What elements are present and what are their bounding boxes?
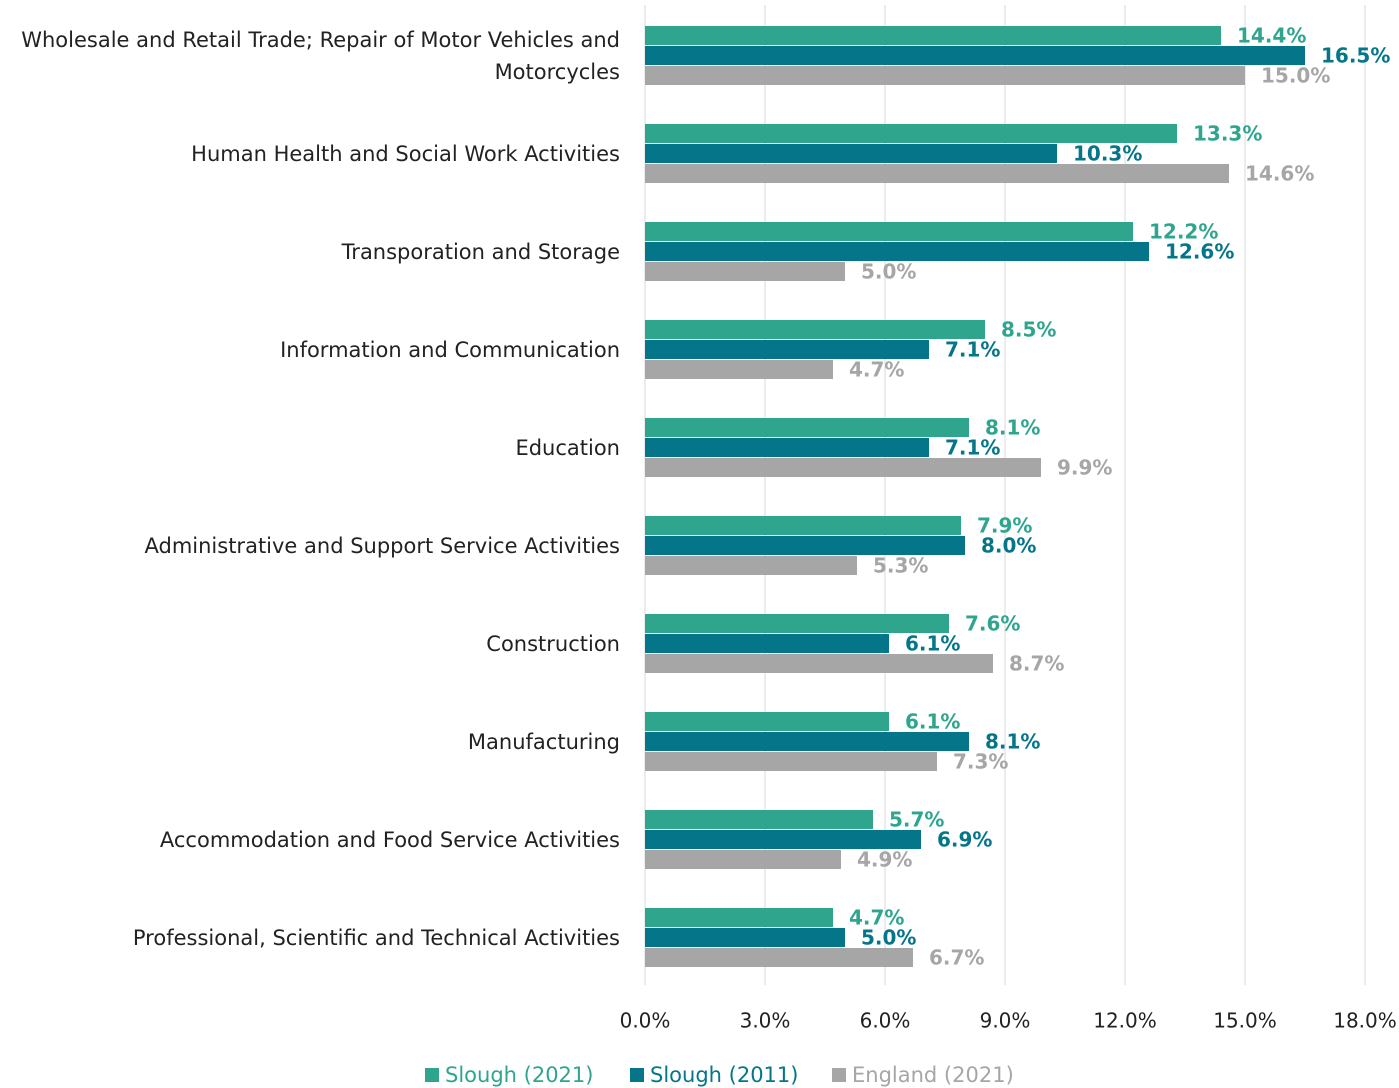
x-tick-label: 15.0% bbox=[1213, 1009, 1277, 1033]
x-tick-label: 3.0% bbox=[740, 1009, 791, 1033]
legend-swatch bbox=[832, 1068, 846, 1082]
bar bbox=[645, 438, 929, 457]
bar bbox=[645, 144, 1057, 163]
x-tick-label: 18.0% bbox=[1333, 1009, 1397, 1033]
value-label: 14.4% bbox=[1237, 24, 1306, 48]
bar bbox=[645, 46, 1305, 65]
bar bbox=[645, 164, 1229, 183]
bar bbox=[645, 124, 1177, 143]
value-label: 7.1% bbox=[945, 338, 1000, 362]
value-label: 5.7% bbox=[889, 808, 944, 832]
category-label: Education bbox=[515, 436, 620, 460]
category-label: Manufacturing bbox=[467, 730, 620, 754]
value-label: 12.6% bbox=[1165, 240, 1234, 264]
bar bbox=[645, 516, 961, 535]
value-label: 6.9% bbox=[937, 828, 992, 852]
legend-label: Slough (2011) bbox=[650, 1063, 798, 1087]
category-label: Professional, Scientific and Technical A… bbox=[132, 926, 620, 950]
legend-label: England (2021) bbox=[852, 1063, 1014, 1087]
x-tick-label: 0.0% bbox=[620, 1009, 671, 1033]
bar bbox=[645, 340, 929, 359]
value-label: 4.7% bbox=[849, 906, 904, 930]
value-label: 9.9% bbox=[1057, 456, 1112, 480]
bar bbox=[645, 458, 1041, 477]
bar bbox=[645, 752, 937, 771]
bar bbox=[645, 222, 1133, 241]
bar bbox=[645, 242, 1149, 261]
bar bbox=[645, 66, 1245, 85]
value-label: 4.7% bbox=[849, 358, 904, 382]
value-label: 16.5% bbox=[1321, 44, 1390, 68]
value-label: 5.3% bbox=[873, 554, 928, 578]
value-label: 8.7% bbox=[1009, 652, 1064, 676]
value-label: 8.1% bbox=[985, 730, 1040, 754]
value-label: 14.6% bbox=[1245, 162, 1314, 186]
value-label: 5.0% bbox=[861, 926, 916, 950]
legend-swatch bbox=[425, 1068, 439, 1082]
value-label: 7.3% bbox=[953, 750, 1008, 774]
value-label: 4.9% bbox=[857, 848, 912, 872]
value-label: 8.0% bbox=[981, 534, 1036, 558]
bar bbox=[645, 908, 833, 927]
x-tick-label: 12.0% bbox=[1093, 1009, 1157, 1033]
value-label: 13.3% bbox=[1193, 122, 1262, 146]
value-label: 5.0% bbox=[861, 260, 916, 284]
category-label: Information and Communication bbox=[280, 338, 620, 362]
value-label: 6.1% bbox=[905, 632, 960, 656]
bar bbox=[645, 830, 921, 849]
value-label: 12.2% bbox=[1149, 220, 1218, 244]
x-tick-label: 6.0% bbox=[860, 1009, 911, 1033]
value-label: 8.5% bbox=[1001, 318, 1056, 342]
bar bbox=[645, 634, 889, 653]
bar bbox=[645, 948, 913, 967]
bar bbox=[645, 712, 889, 731]
category-label: Accommodation and Food Service Activitie… bbox=[159, 828, 620, 852]
category-label: Construction bbox=[486, 632, 620, 656]
bar bbox=[645, 732, 969, 751]
value-label: 8.1% bbox=[985, 416, 1040, 440]
bar bbox=[645, 320, 985, 339]
bar bbox=[645, 556, 857, 575]
bar bbox=[645, 654, 993, 673]
category-label: Administrative and Support Service Activ… bbox=[144, 534, 621, 558]
bar bbox=[645, 850, 841, 869]
value-label: 7.6% bbox=[965, 612, 1020, 636]
category-label: Wholesale and Retail Trade; Repair of Mo… bbox=[21, 28, 620, 84]
value-label: 6.1% bbox=[905, 710, 960, 734]
bar bbox=[645, 536, 965, 555]
category-label: Transporation and Storage bbox=[341, 240, 620, 264]
bar bbox=[645, 614, 949, 633]
value-label: 7.9% bbox=[977, 514, 1032, 538]
x-tick-label: 9.0% bbox=[980, 1009, 1031, 1033]
bar bbox=[645, 26, 1221, 45]
bar bbox=[645, 262, 845, 281]
value-label: 7.1% bbox=[945, 436, 1000, 460]
value-label: 15.0% bbox=[1261, 64, 1330, 88]
bar bbox=[645, 810, 873, 829]
bar bbox=[645, 360, 833, 379]
value-label: 10.3% bbox=[1073, 142, 1142, 166]
bar bbox=[645, 928, 845, 947]
legend-swatch bbox=[630, 1068, 644, 1082]
legend-label: Slough (2021) bbox=[445, 1063, 593, 1087]
bar bbox=[645, 418, 969, 437]
value-label: 6.7% bbox=[929, 946, 984, 970]
category-label: Human Health and Social Work Activities bbox=[191, 142, 620, 166]
